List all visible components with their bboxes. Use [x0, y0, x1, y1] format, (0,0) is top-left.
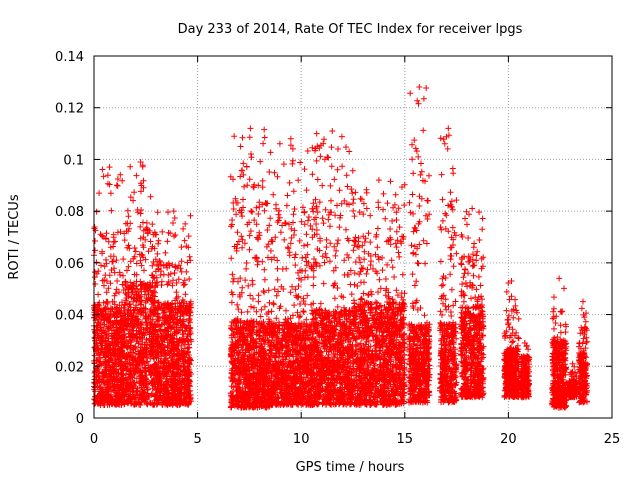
y-tick-label: 0.1 [63, 153, 84, 168]
y-tick-label: 0.12 [55, 102, 84, 117]
x-axis-label: GPS time / hours [296, 460, 405, 475]
x-tick-label: 5 [193, 432, 201, 447]
y-axis-label: ROTI / TECUs [7, 194, 22, 279]
y-tick-label: 0 [76, 412, 84, 427]
x-tick-label: 10 [293, 432, 310, 447]
y-tick-label: 0.06 [55, 257, 84, 272]
y-tick-label: 0.08 [55, 205, 84, 220]
x-tick-label: 25 [604, 432, 621, 447]
y-tick-label: 0.14 [55, 50, 84, 65]
x-tick-label: 0 [90, 432, 98, 447]
axis-ticks: 0 5 10 15 20 25 0 0.02 0.04 0.06 0.08 0.1 0.12 0.14 [55, 50, 620, 447]
plot-frame [93, 55, 613, 419]
y-tick-label: 0.02 [55, 360, 84, 375]
data-points [91, 84, 591, 411]
chart-title: Day 233 of 2014, Rate Of TEC Index for r… [178, 22, 523, 37]
x-tick-label: 20 [500, 432, 517, 447]
scatter-markers [91, 84, 591, 411]
x-tick-label: 15 [397, 432, 414, 447]
y-tick-label: 0.04 [55, 309, 84, 324]
